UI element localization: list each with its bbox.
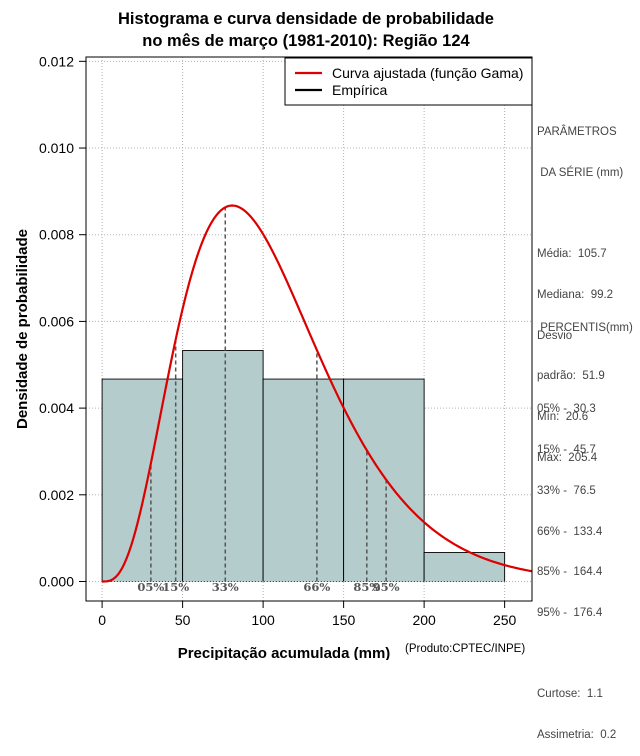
- histogram-bar-4: [343, 379, 425, 582]
- chart-title-line-1: Histograma e curva densidade de probabil…: [118, 10, 494, 28]
- stat-min: Mín: 20.6: [537, 411, 589, 424]
- histogram-bar-1: [102, 379, 183, 582]
- histogram-bar-5: [424, 552, 505, 582]
- percentile-95: 95% - 176.4: [537, 607, 603, 620]
- legend-label-empirical: Empírica: [332, 82, 387, 98]
- legend: Curva ajustada (função Gama) Empírica: [284, 57, 533, 106]
- y-tick-label-3: 0.006: [39, 313, 74, 329]
- chart-title-line-2: no mês de março (1981-2010): Região 124: [142, 32, 470, 50]
- percentile-66: 66% - 133.4: [537, 525, 603, 538]
- percentile-marker-label-0: 05%: [137, 580, 164, 594]
- percentiles-panel: PERCENTIS(mm) 05% - 30.3 15% - 45.7 33% …: [537, 295, 633, 756]
- gamma-curve: [102, 204, 533, 583]
- stat-deviation-label: Desvio: [537, 329, 573, 342]
- stat-max: Máx: 205.4: [537, 451, 598, 464]
- percentile-33: 33% - 76.5: [537, 484, 596, 497]
- y-tick-label-6: 0.012: [39, 53, 74, 69]
- percentile-marker-label-1: 15%: [162, 580, 189, 594]
- stat-std-dev: padrão: 51.9: [537, 370, 605, 383]
- x-axis-label: Precipitação acumulada (mm): [178, 645, 391, 660]
- chart-title: Histograma e curva densidade de probabil…: [118, 10, 494, 50]
- percentile-marker-label-4: 85%: [353, 580, 380, 594]
- parameters-header-line-2: DA SÉRIE (mm): [537, 166, 624, 179]
- x-tick-label-50: 50: [175, 612, 191, 628]
- percentile-marker-label-2: 33%: [212, 580, 239, 594]
- y-tick-label-5: 0.010: [39, 140, 74, 156]
- x-tick-label-150: 150: [332, 612, 356, 628]
- percentile-15: 15% - 45.7: [537, 443, 596, 456]
- x-tick-label-250: 250: [493, 612, 517, 628]
- histogram-chart: Histograma e curva densidade de probabil…: [14, 10, 533, 660]
- y-tick-label-0: 0.000: [39, 573, 74, 589]
- percentile-85: 85% - 164.4: [537, 566, 603, 579]
- percentile-marker-label-3: 66%: [303, 580, 330, 594]
- histogram-bar-3: [263, 379, 344, 582]
- stat-kurtosis: Curtose: 1.1: [537, 688, 603, 701]
- legend-label-gamma: Curva ajustada (função Gama): [332, 65, 523, 81]
- percentile-marker-label-5: 95%: [373, 580, 400, 594]
- stat-mean: Média: 105.7: [537, 247, 607, 260]
- percentile-05: 05% - 30.3: [537, 403, 596, 416]
- gamma-curve-layer: [102, 204, 533, 583]
- histogram-bars: [101, 350, 506, 582]
- histogram-bar-2: [182, 350, 264, 582]
- legend-box: [284, 57, 533, 106]
- y-tick-label-1: 0.002: [39, 487, 74, 503]
- parameters-header-line-1: PARÂMETROS: [537, 126, 617, 139]
- x-axis: 0 50 100 150 200 250: [98, 600, 517, 628]
- credit-text: (Produto:CPTEC/INPE): [405, 643, 525, 655]
- histogram-bar-outline-4: [343, 378, 425, 582]
- x-tick-label-200: 200: [412, 612, 436, 628]
- percentiles-header: PERCENTIS(mm): [537, 322, 633, 335]
- stat-median: Mediana: 99.2: [537, 288, 614, 301]
- y-tick-label-2: 0.004: [39, 400, 74, 416]
- x-tick-label-0: 0: [98, 612, 106, 628]
- y-axis: 0.000 0.002 0.004 0.006 0.008 0.010 0.012: [39, 53, 87, 589]
- stat-skewness: Assimetria: 0.2: [537, 728, 617, 741]
- histogram-bar-outline-5: [423, 552, 506, 582]
- y-tick-label-4: 0.008: [39, 227, 74, 243]
- series-parameters-panel: PARÂMETROS DA SÉRIE (mm) Média: 105.7 Me…: [537, 99, 623, 479]
- y-axis-label: Densidade de probabilidade: [14, 229, 31, 429]
- percentile-markers: 05%15% 33% 66% 85%95%: [137, 207, 400, 594]
- x-tick-label-100: 100: [251, 612, 275, 628]
